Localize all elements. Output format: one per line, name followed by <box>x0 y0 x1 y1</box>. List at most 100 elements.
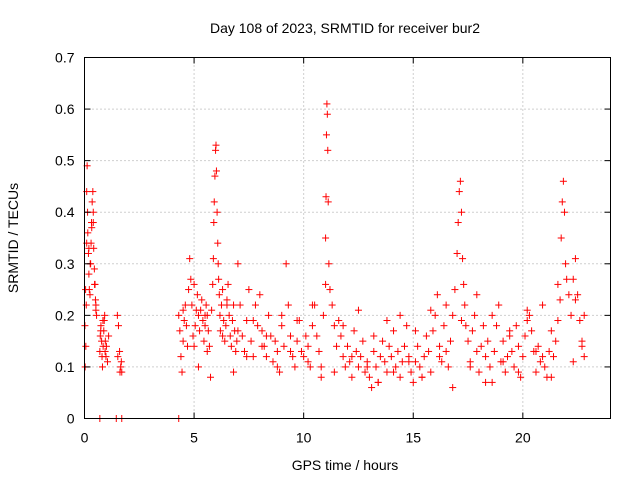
data-point <box>213 208 221 216</box>
data-point <box>385 342 393 350</box>
data-point <box>322 131 330 139</box>
data-point <box>482 378 490 386</box>
data-point <box>514 342 522 350</box>
data-point <box>372 363 380 371</box>
data-point <box>240 347 248 355</box>
data-point <box>368 384 376 392</box>
data-point <box>488 378 496 386</box>
data-point <box>390 327 398 335</box>
data-point <box>477 342 485 350</box>
data-point <box>457 317 465 325</box>
data-point <box>370 347 378 355</box>
data-point <box>363 363 371 371</box>
x-tick-label: 15 <box>405 430 421 446</box>
data-point <box>429 327 437 335</box>
data-point <box>313 332 321 340</box>
data-point <box>223 296 231 304</box>
data-point <box>405 358 413 366</box>
data-point <box>212 167 220 175</box>
data-point <box>525 311 533 319</box>
data-point <box>88 224 96 232</box>
data-point <box>324 146 332 154</box>
data-point <box>532 347 540 355</box>
data-point <box>236 301 244 309</box>
data-point <box>216 311 224 319</box>
data-point <box>460 280 468 288</box>
data-point <box>495 301 503 309</box>
data-point <box>227 342 235 350</box>
data-point <box>383 368 391 376</box>
data-point <box>461 301 469 309</box>
data-point <box>221 337 229 345</box>
data-point <box>200 337 208 345</box>
data-point <box>99 317 107 325</box>
data-point <box>102 342 110 350</box>
data-point <box>256 291 264 299</box>
data-point <box>354 363 362 371</box>
data-point <box>113 311 121 319</box>
data-point <box>442 301 450 309</box>
data-point <box>374 378 382 386</box>
data-point <box>199 317 207 325</box>
grid-lines <box>84 57 611 419</box>
data-point <box>400 342 408 350</box>
data-point <box>466 363 474 371</box>
data-point <box>204 327 212 335</box>
data-point <box>403 322 411 330</box>
data-point <box>304 358 312 366</box>
data-point <box>178 368 186 376</box>
data-point <box>201 311 209 319</box>
data-point <box>104 358 112 366</box>
data-point <box>370 332 378 340</box>
data-point <box>418 373 426 381</box>
data-point <box>571 296 579 304</box>
data-point <box>230 368 238 376</box>
data-point <box>228 317 236 325</box>
data-point <box>473 347 481 355</box>
data-point <box>523 317 531 325</box>
data-point <box>278 311 286 319</box>
data-point <box>365 373 373 381</box>
data-point <box>554 280 562 288</box>
data-point <box>215 291 223 299</box>
x-axis-label: GPS time / hours <box>292 457 399 473</box>
data-point <box>219 332 227 340</box>
data-point <box>354 306 362 314</box>
data-point <box>273 363 281 371</box>
data-point <box>501 368 509 376</box>
data-point <box>226 332 234 340</box>
data-point <box>557 234 565 242</box>
data-point <box>210 219 218 227</box>
data-point <box>233 337 241 345</box>
data-point <box>337 332 345 340</box>
data-point <box>414 342 422 350</box>
data-point <box>258 327 266 335</box>
data-point <box>189 332 197 340</box>
data-point <box>576 317 584 325</box>
y-tick-label: 0.5 <box>55 153 75 169</box>
data-point <box>317 373 325 381</box>
data-point <box>116 347 124 355</box>
data-point <box>249 317 257 325</box>
data-point <box>297 347 305 355</box>
data-point <box>197 306 205 314</box>
data-point <box>181 301 189 309</box>
data-point <box>287 347 295 355</box>
data-point <box>425 347 433 355</box>
data-point <box>207 373 215 381</box>
data-point <box>287 332 295 340</box>
data-point <box>333 342 341 350</box>
data-point <box>251 301 259 309</box>
data-point <box>519 353 527 361</box>
data-point <box>346 358 354 366</box>
data-point <box>90 265 98 273</box>
data-point <box>203 347 211 355</box>
data-point <box>521 332 529 340</box>
data-point <box>499 337 507 345</box>
data-point <box>556 296 564 304</box>
data-point <box>411 358 419 366</box>
data-point <box>436 342 444 350</box>
chart-title: Day 108 of 2023, SRMTID for receiver bur… <box>210 20 480 36</box>
data-point <box>559 177 567 185</box>
data-point <box>85 286 93 294</box>
